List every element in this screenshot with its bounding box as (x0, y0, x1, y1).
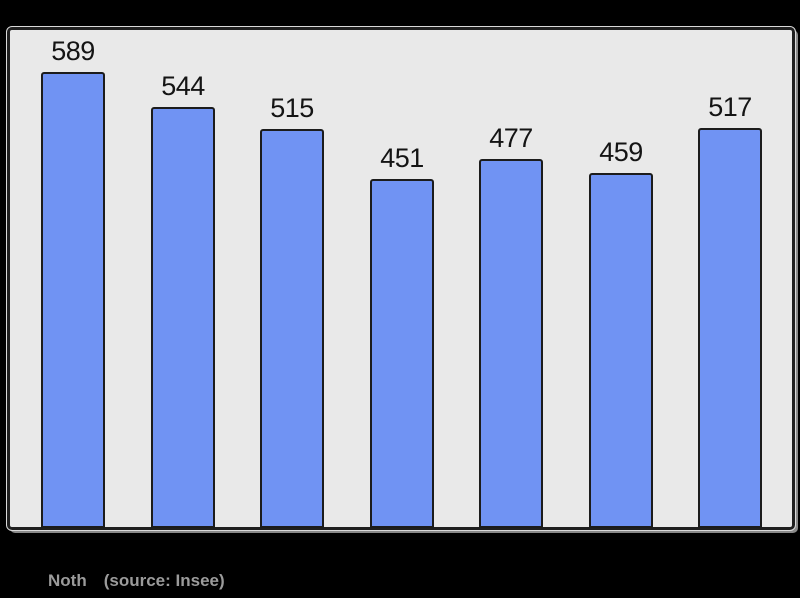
bar: 517 (698, 94, 762, 528)
bar: 544 (151, 73, 215, 528)
plot-panel: 589 544 515 451 477 459 517 (6, 26, 796, 531)
bar: 515 (260, 95, 324, 528)
bar-value-label: 451 (380, 143, 424, 173)
chart-caption: Noth (source: Insee) (48, 572, 225, 589)
bar: 451 (370, 145, 434, 528)
bar-value-label: 459 (599, 137, 643, 167)
bar-value-label: 517 (708, 92, 752, 122)
bar: 477 (479, 125, 543, 528)
bar: 459 (589, 139, 653, 528)
bar-value-label: 544 (161, 71, 205, 101)
bar-value-label: 589 (51, 36, 95, 66)
bar-series: 589 544 515 451 477 459 517 (10, 30, 792, 528)
source-note-label: (source: Insee) (103, 571, 225, 590)
commune-name-label: Noth (48, 571, 87, 590)
bar-value-label: 515 (270, 93, 314, 123)
bar-value-label: 477 (489, 123, 533, 153)
bar: 589 (41, 38, 105, 528)
